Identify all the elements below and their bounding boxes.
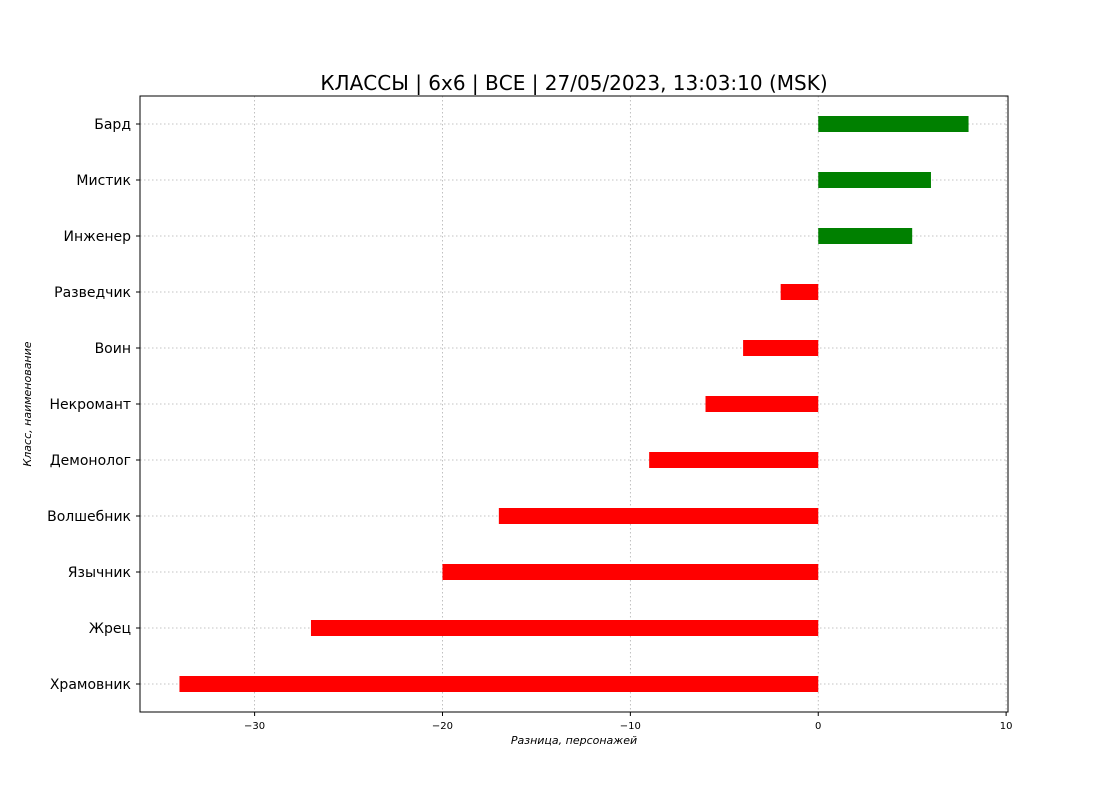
bar-1	[818, 116, 969, 132]
bar-8	[498, 508, 819, 524]
y-tick-label: Жрец	[89, 621, 131, 637]
bars	[179, 116, 969, 692]
chart-title: КЛАССЫ | 6x6 | ВСЕ | 27/05/2023, 13:03:1…	[320, 71, 827, 95]
bar-9	[442, 564, 819, 580]
bar-5	[743, 340, 819, 356]
x-tick-label: −10	[620, 721, 641, 732]
x-tick-label: 10	[1000, 721, 1013, 732]
x-tick-label: 0	[815, 721, 821, 732]
y-tick-label: Бард	[94, 117, 131, 133]
x-tick-label: −20	[432, 721, 453, 732]
bar-10	[310, 620, 819, 636]
x-axis-label: Разница, персонажей	[511, 734, 637, 747]
x-tick-label: −30	[244, 721, 265, 732]
bar-7	[649, 452, 819, 468]
y-tick-label: Демонолог	[50, 453, 131, 469]
y-tick-label: Инженер	[63, 229, 131, 245]
bar-6	[705, 396, 819, 412]
x-axis-ticks: −30 −20 −10 0 10	[244, 712, 1012, 732]
y-tick-label: Воин	[95, 341, 131, 357]
bar-2	[818, 172, 931, 188]
y-tick-label: Разведчик	[54, 285, 131, 301]
y-tick-label: Храмовник	[50, 677, 131, 693]
y-tick-label: Язычник	[68, 565, 131, 581]
y-tick-label: Мистик	[76, 173, 131, 189]
y-tick-label: Некромант	[50, 397, 132, 413]
bar-3	[818, 228, 913, 244]
y-axis-label: Класс, наименование	[21, 341, 34, 466]
y-axis-ticks: Бард Мистик Инженер Разведчик Воин Некромант Д…	[47, 117, 140, 693]
bar-4	[780, 284, 819, 300]
y-tick-label: Волшебник	[47, 509, 131, 525]
bar-11	[179, 676, 819, 692]
